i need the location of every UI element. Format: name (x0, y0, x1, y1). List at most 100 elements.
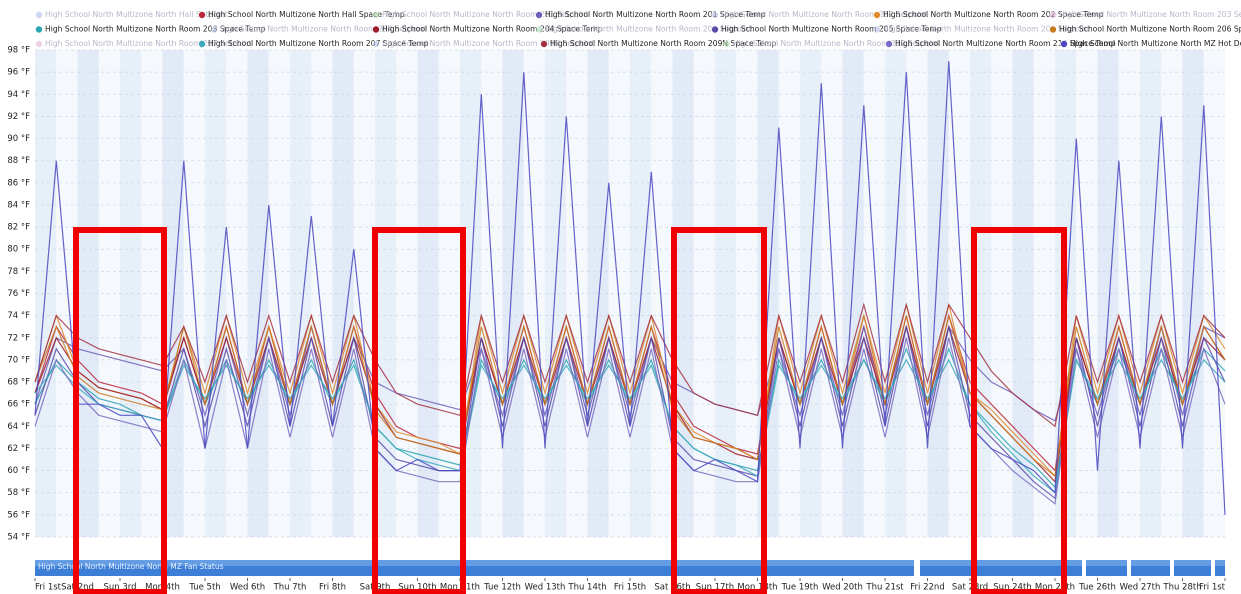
x-tick-label: Sun 3rd (103, 583, 136, 593)
x-tick-label: Fri 1st (1199, 583, 1226, 593)
legend-swatch (723, 40, 732, 49)
y-tick-label: 90 °F (7, 134, 30, 144)
series-line (34, 358, 1226, 494)
legend: High School North Multizone North Hall S… (35, 10, 1241, 49)
legend-label: High School North Multizone North Room 2… (883, 25, 1090, 34)
legend-item: High School North Multizone North Room 2… (371, 39, 594, 49)
x-tick-label: Wed 27th (1120, 583, 1161, 593)
legend-label: High School North Multizone North Room 2… (545, 25, 752, 34)
legend-label: High School North Multizone North Room 2… (550, 39, 776, 48)
y-tick-label: 64 °F (7, 422, 30, 432)
legend-label: High School North Multizone North Room 2… (382, 10, 589, 19)
legend-item: High School North Multizone North Room 2… (873, 25, 1090, 34)
y-tick-label: 66 °F (7, 400, 30, 410)
legend-swatch (1049, 25, 1058, 34)
day-band (1012, 50, 1034, 537)
x-tick-label: Wed 20th (822, 583, 863, 593)
x-tick-label: Tue 19th (781, 583, 819, 593)
x-tick-label: Sat 23rd (952, 583, 988, 593)
legend-item: High School North Multizone North Room 2… (371, 25, 603, 34)
legend-swatch (873, 25, 882, 34)
y-tick-label: 94 °F (7, 90, 30, 100)
y-tick-label: 86 °F (7, 178, 30, 188)
y-tick-label: 98 °F (7, 46, 30, 56)
x-tick-label: Sun 17th (696, 583, 734, 593)
y-tick-label: 88 °F (7, 156, 30, 166)
y-tick-label: 74 °F (7, 311, 30, 321)
status-gap (1170, 560, 1174, 576)
legend-swatch (1060, 40, 1069, 49)
y-tick-label: 56 °F (7, 510, 30, 520)
legend-label: High School North Multizone North MZ Hot… (1070, 39, 1241, 48)
legend-item: High School North Multizone North Room 2… (711, 25, 942, 34)
y-tick-label: 60 °F (7, 466, 30, 476)
day-band (183, 50, 205, 537)
highlight-box (671, 227, 767, 594)
y-tick-label: 84 °F (7, 200, 30, 210)
legend-label: High School North Multizone North Room 2… (895, 39, 1116, 48)
legend-label: High School North Multizone North Room 2… (545, 10, 766, 19)
legend-item: High School North Multizone North Hall S… (197, 10, 405, 19)
legend-label: High School North Multizone North Room 2… (208, 39, 429, 48)
legend-swatch (540, 40, 549, 49)
highlight-boxes (73, 227, 1067, 594)
y-tick-label: 92 °F (7, 112, 30, 122)
y-tick-label: 96 °F (7, 68, 30, 78)
series-line (34, 61, 1226, 515)
series-line (34, 302, 1226, 428)
y-tick-label: 54 °F (7, 533, 30, 543)
highlight-box (73, 227, 167, 594)
legend-swatch (371, 25, 380, 34)
legend-item: High School North Multizone North Room 2… (711, 10, 928, 19)
legend-label: High School North Multizone North Room 2… (733, 39, 940, 48)
legend-item: High School North Multizone North Room 2… (540, 39, 776, 49)
series-line (34, 315, 1226, 478)
day-band (396, 50, 418, 537)
y-tick-label: 80 °F (7, 245, 30, 255)
legend-swatch (535, 10, 544, 19)
legend-label: High School North Multizone North Room 2… (45, 39, 252, 48)
legend-swatch (711, 10, 720, 19)
status-bar-label: High School North Multizone North MZ Fan… (38, 562, 224, 571)
legend-swatch (209, 25, 218, 34)
x-tick-label: Wed 13th (525, 583, 566, 593)
y-tick-label: 68 °F (7, 378, 30, 388)
y-tick-label: 78 °F (7, 267, 30, 277)
legend-swatch (35, 40, 44, 49)
y-tick-label: 76 °F (7, 289, 30, 299)
day-band (226, 50, 248, 537)
legend-swatch (1049, 10, 1058, 19)
series-line (34, 337, 1226, 505)
y-tick-label: 72 °F (7, 333, 30, 343)
x-tick-label: Thu 28th (1162, 583, 1201, 593)
legend-label: High School North Multizone North Room 2… (382, 39, 594, 48)
grid: 54 °F 56 °F 58 °F 60 °F 62 °F 64 °F 66 °F 68 °F… (7, 46, 1225, 543)
legend-label: High School North Multizone North Hall S… (208, 10, 405, 19)
legend-swatch (873, 10, 882, 19)
legend-swatch (885, 40, 894, 49)
legend-swatch (711, 25, 720, 34)
x-tick-label: Thu 21st (865, 583, 904, 593)
legend-label: High School North Multizone North Room 2… (1059, 10, 1241, 19)
legend-swatch (35, 10, 44, 19)
legend-swatch (371, 40, 380, 49)
legend-label: High School North Multizone North Room 2… (883, 10, 1104, 19)
y-tick-label: 82 °F (7, 223, 30, 233)
highlight-box (971, 227, 1067, 594)
x-tick-label: Fri 1st (35, 583, 62, 593)
status-gap (914, 560, 920, 576)
day-band (417, 50, 439, 537)
status-bar-sheen (35, 560, 1225, 566)
x-tick-label: Mon 25th (1035, 583, 1075, 593)
legend-swatch (535, 25, 544, 34)
legend-item: High School North Multizone North Room 2… (535, 10, 766, 19)
legend-item: High School North Multizone North Hall S… (35, 10, 228, 19)
legend-swatch (197, 40, 206, 49)
status-gap (1211, 560, 1215, 576)
x-tick-label: Wed 6th (230, 583, 265, 593)
legend-item: High School North Multizone North Room 2… (209, 25, 427, 34)
legend-swatch (197, 10, 206, 19)
day-band (693, 50, 715, 537)
y-tick-label: 62 °F (7, 444, 30, 454)
